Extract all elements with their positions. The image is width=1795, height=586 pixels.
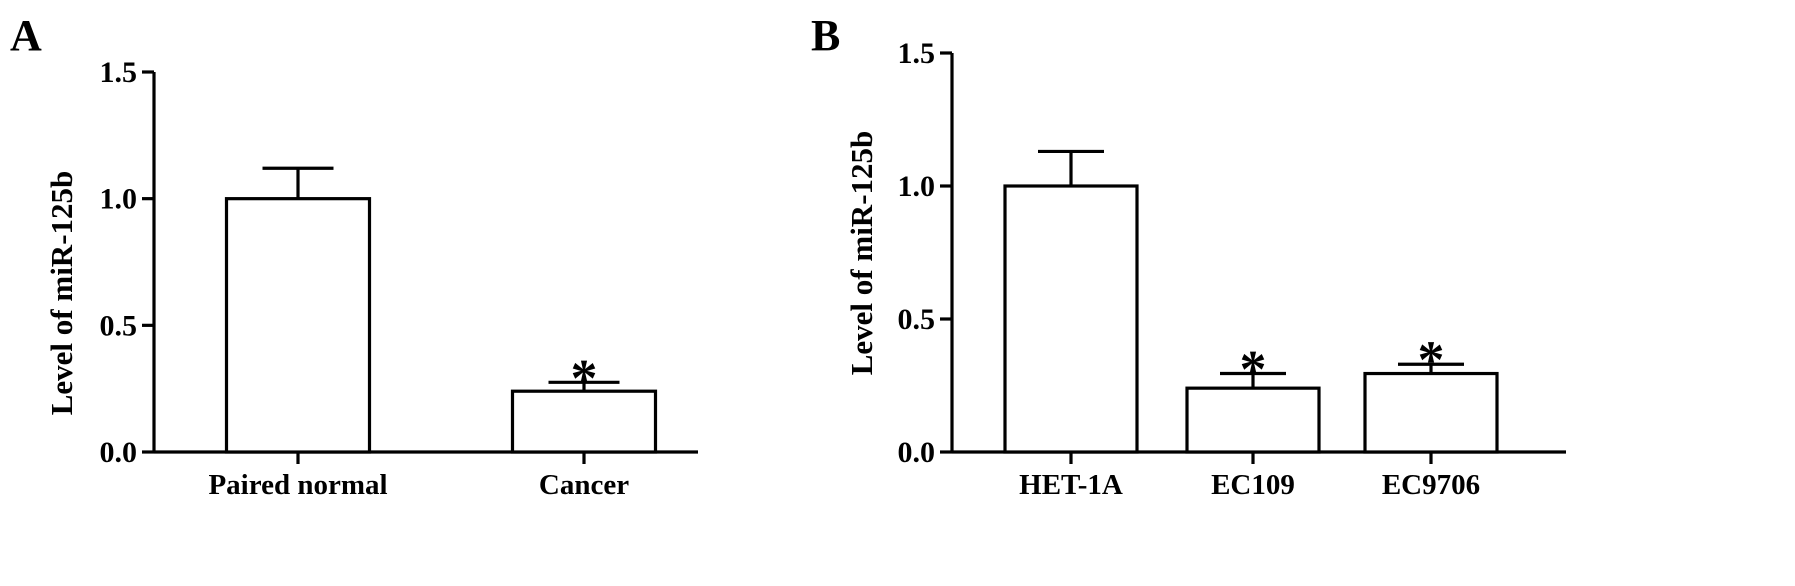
panel-a-category-label: Cancer [539, 469, 629, 501]
panel-a-chart: A Level of miR-125b 0.0 0.5 1.0 1.5 Paired n… [10, 11, 698, 501]
panel-a-y-tick-label: 1.5 [100, 56, 138, 89]
panel-b-y-tick-label: 0.0 [898, 436, 936, 469]
panel-a-y-tick-label: 0.0 [100, 436, 138, 469]
panel-a-y-tick-label: 0.5 [100, 309, 138, 342]
panel-b-y-tick-label: 1.5 [898, 37, 936, 70]
panel-a-bar [224, 197, 372, 454]
panel-b-bar [1363, 371, 1499, 454]
panel-b-bar [1003, 184, 1139, 454]
panel-a-significance-marker: * [571, 348, 598, 408]
panel-a-bar [510, 389, 658, 454]
panel-b-category-label: HET-1A [1019, 469, 1123, 501]
panel-b-significance-marker: * [1418, 330, 1445, 390]
panel-b-y-axis-title: Level of miR-125b [844, 131, 879, 376]
panel-b-bar [1185, 386, 1321, 454]
panel-a-letter: A [10, 11, 42, 60]
panel-a-y-tick-label: 1.0 [100, 183, 138, 216]
panel-b-category-label: EC109 [1211, 469, 1295, 501]
panel-b-chart: B Level of miR-125b 0.0 0.5 1.0 1.5 HET-1A EC… [811, 11, 1566, 501]
panel-b-significance-marker: * [1240, 340, 1267, 400]
panel-b-category-label: EC9706 [1382, 469, 1480, 501]
panel-b-letter: B [811, 11, 840, 60]
panel-b-y-tick-label: 0.5 [898, 303, 936, 336]
panel-a-y-axis-title: Level of miR-125b [44, 171, 79, 416]
panel-a-category-label: Paired normal [208, 469, 387, 501]
panel-b-y-tick-label: 1.0 [898, 170, 936, 203]
